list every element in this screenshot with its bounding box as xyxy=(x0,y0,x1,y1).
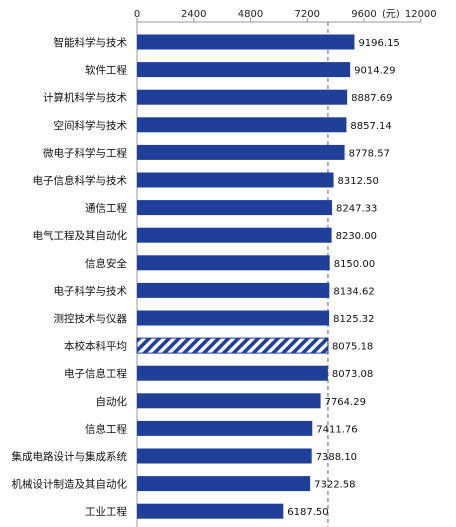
value-label: 8125.32 xyxy=(333,314,374,325)
value-label: 7411.76 xyxy=(316,424,357,435)
bar xyxy=(137,227,332,243)
value-label: 8312.50 xyxy=(338,176,379,187)
bar xyxy=(137,117,347,133)
category-label: 测控技术与仪器 xyxy=(54,312,128,325)
value-label: 7322.58 xyxy=(314,480,355,491)
value-label: 7388.10 xyxy=(316,452,357,463)
bar xyxy=(137,476,311,492)
value-label: 9196.15 xyxy=(358,38,399,49)
x-tick-label: 2400 xyxy=(181,9,206,20)
category-label: 智能科学与技术 xyxy=(54,36,128,49)
value-label: 8230.00 xyxy=(336,231,377,242)
category-label: 工业工程 xyxy=(85,506,127,518)
bar xyxy=(137,89,348,105)
category-label: 信息安全 xyxy=(85,257,127,270)
bar xyxy=(137,503,284,519)
unit-label: (元) xyxy=(382,9,400,20)
x-tick-label: 9600 xyxy=(351,9,376,20)
labels: 智能科学与技术 9196.15 软件工程 9014.29 计算机科学与技术 8887.69… xyxy=(12,36,400,518)
category-label: 自动化 xyxy=(96,395,128,408)
bars xyxy=(136,34,355,519)
bar xyxy=(137,448,312,464)
value-label: 7764.29 xyxy=(325,397,366,408)
category-label: 机械设计制造及其自动化 xyxy=(12,478,128,491)
x-tick-label: 4800 xyxy=(238,9,263,20)
value-label: 8778.57 xyxy=(349,148,390,159)
value-label: 8134.62 xyxy=(333,286,374,297)
category-label: 软件工程 xyxy=(85,64,127,77)
bar xyxy=(137,255,330,271)
category-label: 空间科学与技术 xyxy=(54,119,128,132)
bar xyxy=(137,172,334,188)
category-label: 微电子科学与工程 xyxy=(43,146,127,159)
value-label: 8075.18 xyxy=(332,342,373,353)
bar xyxy=(137,393,321,409)
category-label: 集成电路设计与集成系统 xyxy=(12,450,128,463)
x-axis: 0 2400 4800 7200 9600 12000 xyxy=(134,9,437,527)
bar xyxy=(137,282,330,298)
bar xyxy=(137,144,345,160)
bar-average xyxy=(136,337,329,354)
x-tick-label: 12000 xyxy=(405,9,437,20)
value-label: 6187.50 xyxy=(287,507,328,518)
value-label: 8150.00 xyxy=(334,259,375,270)
bar xyxy=(137,310,330,326)
category-label: 计算机科学与技术 xyxy=(43,91,127,104)
bar xyxy=(137,365,328,381)
category-label: 信息工程 xyxy=(85,422,127,435)
value-label: 8247.33 xyxy=(336,204,377,215)
category-label: 本校本科平均 xyxy=(64,340,127,353)
category-label: 电子科学与技术 xyxy=(54,284,128,297)
bar xyxy=(137,62,351,78)
category-label: 电子信息工程 xyxy=(64,367,127,380)
value-label: 9014.29 xyxy=(354,66,395,77)
value-label: 8073.08 xyxy=(332,369,373,380)
bar xyxy=(137,420,313,436)
x-tick-label: 7200 xyxy=(295,9,320,20)
bar xyxy=(137,34,355,50)
category-label: 电气工程及其自动化 xyxy=(33,229,128,242)
x-tick-label: 0 xyxy=(134,9,140,20)
category-label: 通信工程 xyxy=(85,203,127,215)
value-label: 8887.69 xyxy=(351,93,392,104)
value-label: 8857.14 xyxy=(350,121,391,132)
bar xyxy=(137,200,333,216)
category-label: 电子信息科学与技术 xyxy=(33,174,128,187)
